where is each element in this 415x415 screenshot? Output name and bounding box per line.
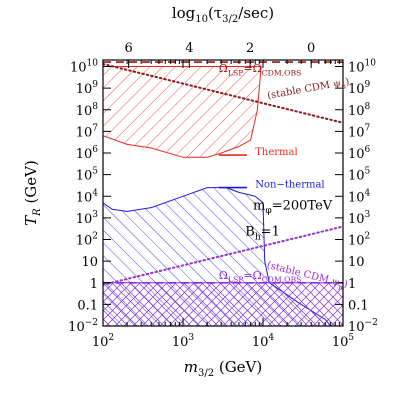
line-stable-cdm-psi-mu-top: [103, 63, 343, 124]
x-tick-label: 104: [252, 333, 275, 350]
y-tick-label-right: 105: [348, 167, 371, 184]
y-tick-label: 0.1: [77, 298, 98, 313]
annotation-nonthermal: Non−thermal: [255, 180, 324, 191]
y-tick-label-right: 102: [348, 232, 370, 249]
y-tick-label-right: 1010: [348, 59, 376, 76]
annotation-mphi: mφ=200TeV: [253, 198, 333, 216]
y-tick-label-right: 1: [348, 277, 356, 292]
top-tick-label: 0: [307, 41, 315, 56]
y-tick-label: 1: [90, 277, 98, 292]
y-tick-label-right: 107: [348, 123, 371, 140]
y-tick-label: 107: [76, 123, 99, 140]
y-axis-title: TR (GeV): [22, 160, 43, 226]
top-tick-label: 2: [246, 41, 254, 56]
y-tick-label-right: 10−2: [348, 318, 378, 335]
annotation-stable-top: (stable CDM ψμ): [266, 77, 350, 104]
y-tick-label-right: 0.1: [348, 298, 369, 313]
annotation-bh: Bh=1: [245, 225, 280, 243]
plot-frame: [102, 59, 344, 327]
y-tick-label-right: 106: [348, 145, 371, 162]
y-tick-label: 108: [76, 102, 99, 119]
y-tick-label-right: 103: [348, 210, 371, 227]
y-tick-label-right: 109: [348, 80, 371, 97]
annotation-omega-bottom: ΩLSP=ΩCDM,OBS: [219, 269, 302, 284]
y-tick-label: 1010: [70, 59, 98, 76]
y-tick-label-right: 108: [348, 102, 371, 119]
annotation-omega-top: ΩLSP=ΩCDM,OBS: [219, 62, 302, 77]
y-tick-label: 10−2: [68, 318, 98, 335]
y-tick-label: 10: [81, 255, 98, 270]
region-thermal-fill: [103, 66, 262, 158]
region-lsp-overproduction-fill: [103, 282, 343, 326]
y-tick-label: 105: [76, 167, 99, 184]
x-tick-label: 102: [92, 333, 114, 350]
y-tick-label: 103: [76, 210, 99, 227]
top-tick-label: 6: [124, 41, 132, 56]
y-tick-label: 104: [76, 188, 99, 205]
top-axis-title: log10(τ3/2/sec): [172, 4, 274, 25]
y-tick-label: 109: [76, 80, 99, 97]
x-axis-title: m3/2 (GeV): [184, 358, 263, 379]
top-tick-label: 4: [185, 41, 193, 56]
x-tick-label: 103: [172, 333, 195, 350]
y-tick-label: 106: [76, 145, 99, 162]
y-tick-label: 102: [76, 232, 98, 249]
x-tick-label: 105: [332, 333, 355, 350]
annotation-thermal: Thermal: [255, 147, 297, 158]
y-tick-label-right: 104: [348, 188, 371, 205]
y-tick-label-right: 10: [348, 255, 365, 270]
line-stable-cdm-psi-mu-bottom: [103, 225, 343, 286]
